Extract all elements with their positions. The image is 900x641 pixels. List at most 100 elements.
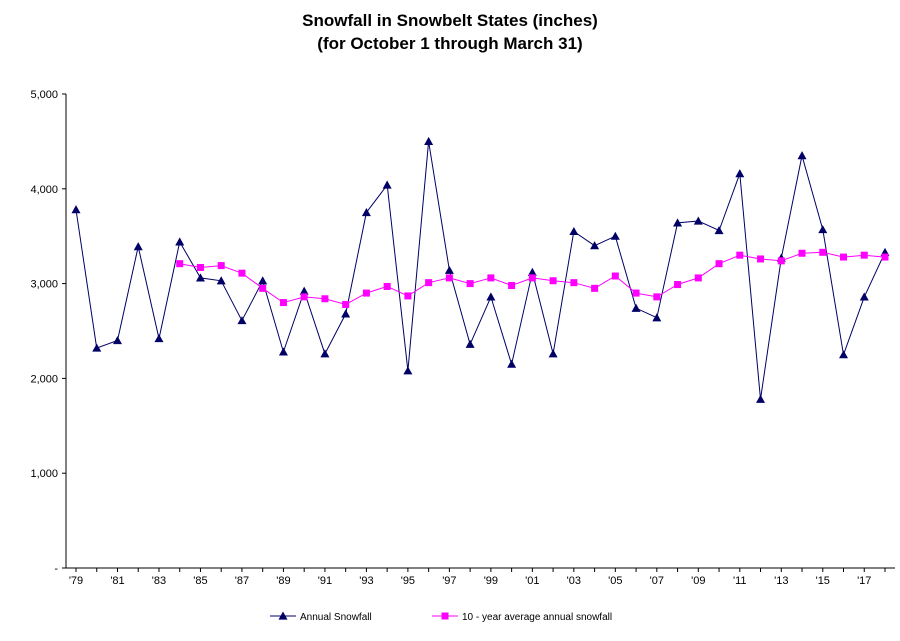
x-tick-label: '03	[567, 575, 581, 587]
data-point-2005	[611, 272, 619, 280]
data-point-2003	[570, 279, 578, 287]
data-point-2009	[693, 216, 703, 225]
data-point-1993	[362, 289, 370, 297]
data-point-1989	[279, 299, 287, 307]
data-point-2014	[797, 151, 807, 160]
x-tick-label: '93	[359, 575, 373, 587]
x-tick-label: '11	[733, 575, 747, 587]
legend-marker	[441, 612, 449, 620]
x-tick-label: '91	[318, 575, 332, 587]
data-point-2011	[735, 169, 745, 178]
data-point-1992	[342, 300, 350, 308]
data-point-2006	[631, 303, 641, 312]
data-point-2015	[819, 248, 827, 256]
y-tick-label: 5,000	[30, 89, 58, 101]
x-tick-label: '17	[857, 575, 871, 587]
data-point-2015	[818, 225, 828, 234]
data-point-1985	[195, 273, 205, 282]
legend-marker	[278, 611, 288, 620]
x-tick-label: '97	[442, 575, 456, 587]
data-point-2008	[673, 218, 683, 227]
data-point-1995	[403, 366, 413, 375]
x-tick-label: '99	[484, 575, 498, 587]
x-tick-label: '79	[69, 575, 83, 587]
data-point-2000	[508, 281, 516, 289]
data-point-1987	[237, 316, 247, 325]
data-point-2001	[527, 267, 537, 276]
y-tick-label: -	[54, 563, 58, 575]
y-tick-label: 4,000	[30, 184, 58, 196]
x-tick-label: '95	[401, 575, 415, 587]
data-point-1993	[361, 208, 371, 217]
chart-title: Snowfall in Snowbelt States (inches)	[302, 11, 598, 30]
x-tick-label: '85	[193, 575, 207, 587]
x-tick-label: '81	[110, 575, 124, 587]
data-point-2003	[569, 226, 579, 236]
x-tick-label: '83	[152, 575, 166, 587]
data-point-2005	[610, 231, 620, 240]
data-point-2018	[881, 253, 889, 261]
data-point-2002	[549, 277, 557, 285]
data-point-1991	[320, 349, 330, 358]
legend-item: 10 - year average annual snowfall	[432, 612, 612, 623]
data-point-1999	[487, 274, 495, 282]
y-tick-label: 1,000	[30, 468, 58, 480]
data-point-1985	[196, 263, 204, 271]
series-annual-snowfall	[71, 136, 890, 403]
y-tick-label: 2,000	[30, 373, 58, 385]
data-point-1999	[486, 292, 496, 301]
data-point-2014	[798, 249, 806, 257]
series-layer	[71, 136, 890, 403]
data-point-1988	[258, 276, 268, 285]
y-tick-label: 3,000	[30, 279, 58, 291]
x-tick-label: '05	[608, 575, 622, 587]
data-point-1989	[278, 347, 288, 356]
data-point-2010	[715, 260, 723, 268]
chart-subtitle: (for October 1 through March 31)	[317, 34, 582, 53]
data-point-2011	[736, 251, 744, 259]
legend-item: Annual Snowfall	[270, 611, 372, 623]
data-point-2000	[507, 359, 517, 368]
x-tick-label: '87	[235, 575, 249, 587]
data-point-1992	[341, 309, 351, 318]
data-point-1990	[299, 286, 309, 295]
data-point-2006	[632, 289, 640, 297]
legend-label: 10 - year average annual snowfall	[462, 612, 612, 623]
data-point-1987	[238, 269, 246, 277]
x-tick-label: '13	[774, 575, 788, 587]
data-point-1984	[175, 237, 185, 246]
data-point-2009	[694, 274, 702, 282]
x-tick-label: '89	[276, 575, 290, 587]
chart-axes: - 1,000 2,000 3,000 4,000 5,000 '79 '81 '83 '85 '8…	[30, 89, 895, 587]
data-point-1988	[259, 284, 267, 292]
data-point-1983	[154, 334, 164, 343]
legend-label: Annual Snowfall	[300, 612, 372, 623]
data-point-2007	[653, 293, 661, 301]
x-tick-label: '01	[525, 575, 539, 587]
data-point-2010	[714, 226, 724, 235]
data-point-1986	[217, 262, 225, 270]
data-point-1984	[176, 260, 184, 268]
data-point-1995	[404, 292, 412, 300]
data-point-2004	[591, 284, 599, 292]
data-point-2012	[757, 255, 765, 263]
data-point-1982	[133, 242, 143, 251]
data-point-2004	[590, 241, 600, 250]
data-point-2017	[859, 292, 869, 301]
data-point-1994	[383, 282, 391, 290]
series-line	[75, 141, 886, 400]
data-point-1998	[466, 280, 474, 288]
data-point-1996	[425, 279, 433, 287]
data-point-1994	[382, 180, 392, 189]
data-point-1997	[445, 274, 453, 282]
data-point-2007	[652, 313, 662, 322]
chart-legend: Annual Snowfall 10 - year average annual …	[270, 611, 612, 623]
data-point-2016	[840, 253, 848, 261]
data-point-2012	[756, 394, 766, 403]
x-tick-label: '07	[650, 575, 664, 587]
data-point-1980	[92, 343, 102, 352]
data-point-1981	[112, 335, 122, 345]
data-point-1997	[444, 265, 454, 274]
data-point-2001	[528, 274, 536, 282]
